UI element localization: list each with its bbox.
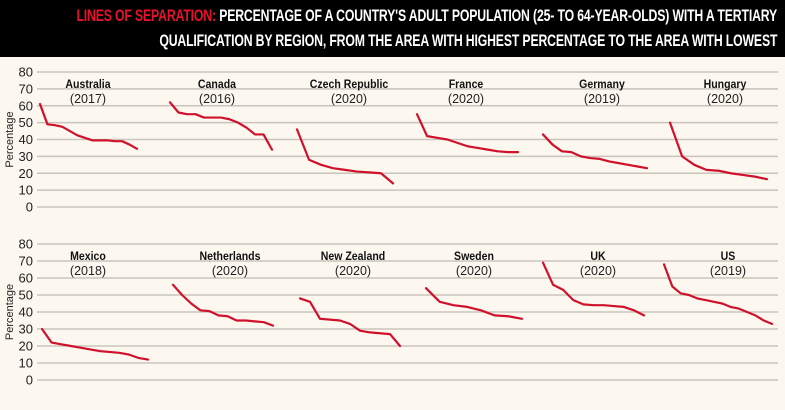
y-tick-label: 20	[19, 166, 33, 181]
panel-year: (2020)	[331, 92, 367, 106]
y-tick-label: 60	[19, 271, 33, 286]
panel-title: Canada	[198, 78, 237, 91]
panel-year: (2019)	[584, 92, 620, 106]
series-line-new-zealand	[298, 297, 402, 348]
panel-title: Sweden	[454, 250, 494, 263]
y-axis-label: Percentage	[4, 284, 16, 340]
y-tick-label: 10	[19, 183, 33, 198]
series-line-netherlands	[171, 283, 275, 327]
panel-title: France	[449, 78, 484, 91]
y-tick-label: 30	[19, 322, 33, 337]
series-line-us	[662, 263, 774, 325]
y-tick-label: 0	[26, 373, 33, 388]
series-line-france	[415, 113, 520, 154]
header-banner: LINES OF SEPARATION: PERCENTAGE OF A COU…	[0, 0, 785, 57]
panel-year: (2020)	[580, 264, 616, 278]
y-tick-label: 50	[19, 115, 33, 130]
y-tick-label: 0	[26, 200, 33, 215]
panel-year: (2019)	[710, 264, 746, 278]
y-axis-label: Percentage	[4, 111, 16, 167]
panel-year: (2018)	[70, 264, 106, 278]
y-tick-label: 70	[19, 81, 33, 96]
panel-year: (2016)	[199, 92, 235, 106]
title-line-2: QUALIFICATION BY REGION, FROM THE AREA W…	[159, 31, 777, 50]
panel-title: UK	[590, 250, 606, 263]
small-multiples-chart: 01020304050607080Percentage0102030405060…	[4, 65, 778, 388]
panel-year: (2020)	[456, 264, 492, 278]
y-tick-label: 50	[19, 288, 33, 303]
y-tick-label: 70	[19, 254, 33, 269]
panel-title: New Zealand	[321, 250, 386, 263]
panel-title: Mexico	[70, 250, 106, 263]
panel-year: (2020)	[707, 92, 743, 106]
panel-year: (2020)	[212, 264, 248, 278]
y-tick-label: 80	[19, 237, 33, 252]
title-text-1: PERCENTAGE OF A COUNTRY'S ADULT POPULATI…	[219, 6, 778, 25]
series-line-germany	[541, 133, 649, 170]
panel-year: (2020)	[448, 92, 484, 106]
y-tick-label: 10	[19, 356, 33, 371]
panel-year: (2017)	[70, 92, 106, 106]
panel-title: US	[721, 250, 736, 263]
panel-title: Netherlands	[199, 250, 260, 263]
panel-title: Australia	[65, 78, 111, 91]
series-line-mexico	[40, 327, 150, 361]
y-tick-label: 60	[19, 98, 33, 113]
title-highlight: LINES OF SEPARATION:	[76, 6, 216, 25]
y-tick-label: 40	[19, 305, 33, 320]
panel-title: Germany	[579, 78, 625, 91]
series-line-sweden	[424, 287, 524, 320]
panel-title: Czech Republic	[310, 78, 389, 91]
panel-year: (2020)	[335, 264, 371, 278]
y-tick-label: 80	[19, 65, 33, 80]
panel-title: Hungary	[704, 78, 747, 91]
series-line-canada	[168, 101, 274, 151]
y-tick-label: 20	[19, 339, 33, 354]
y-tick-label: 30	[19, 149, 33, 164]
y-tick-label: 40	[19, 132, 33, 147]
series-line-australia	[38, 102, 139, 150]
title-line-1: LINES OF SEPARATION: PERCENTAGE OF A COU…	[76, 6, 777, 26]
